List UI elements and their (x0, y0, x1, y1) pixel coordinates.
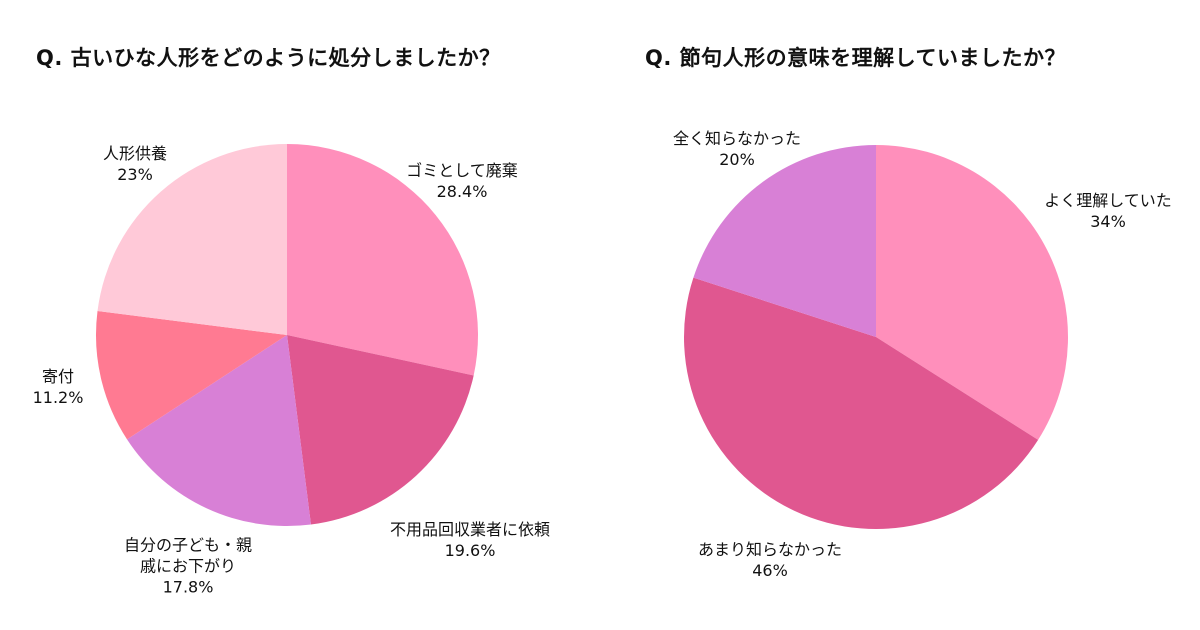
chart-title-understanding: Q. 節句人形の意味を理解していましたか？ (645, 46, 1067, 70)
slice-label: 自分の子ども・親 戚にお下がり 17.8% (124, 535, 252, 598)
pie-slice (876, 145, 1068, 440)
pie-slice (95, 311, 287, 440)
slice-value: 19.6% (444, 541, 496, 560)
slice-label: 人形供養 23% (103, 143, 167, 185)
pie-slice (127, 335, 311, 526)
pie-slice (97, 144, 287, 335)
pie-slice (693, 145, 876, 337)
chart-title-disposal: Q. 古いひな人形をどのように処分しましたか？ (36, 46, 501, 70)
slice-label-text: 不用品回収業者に依頼 (389, 520, 551, 539)
slice-label: よく理解していた 34% (1044, 190, 1172, 232)
slice-label-text: 自分の子ども・親 (123, 535, 253, 555)
pie-slice (287, 144, 479, 376)
slice-label-text: 人形供養 (102, 144, 168, 163)
slice-label-text: 寄付 (41, 367, 75, 386)
slice-label: 寄付 11.2% (33, 366, 84, 408)
slice-value: 46% (752, 561, 788, 580)
slice-label-text: よく理解していた (1044, 191, 1172, 210)
pie-slice (287, 335, 474, 525)
slice-value: 34% (1090, 212, 1126, 231)
slice-value: 11.2% (32, 388, 84, 407)
slice-label-text: ゴミとして廃棄 (406, 161, 518, 180)
slice-label-text: 全く知らなかった (672, 129, 802, 148)
slice-label: あまり知らなかった 46% (698, 539, 842, 581)
slice-label: 不用品回収業者に依頼 19.6% (390, 519, 550, 561)
slice-value: 17.8% (162, 577, 214, 597)
slice-label-text: 戚にお下がり (139, 556, 237, 576)
slice-label: ゴミとして廃棄 28.4% (406, 160, 518, 202)
pie-slice (684, 277, 1039, 529)
slice-value: 20% (719, 150, 755, 169)
slice-label: 全く知らなかった 20% (673, 128, 801, 170)
slice-value: 28.4% (436, 182, 488, 201)
slice-label-text: あまり知らなかった (697, 540, 843, 559)
slice-value: 23% (117, 165, 153, 184)
